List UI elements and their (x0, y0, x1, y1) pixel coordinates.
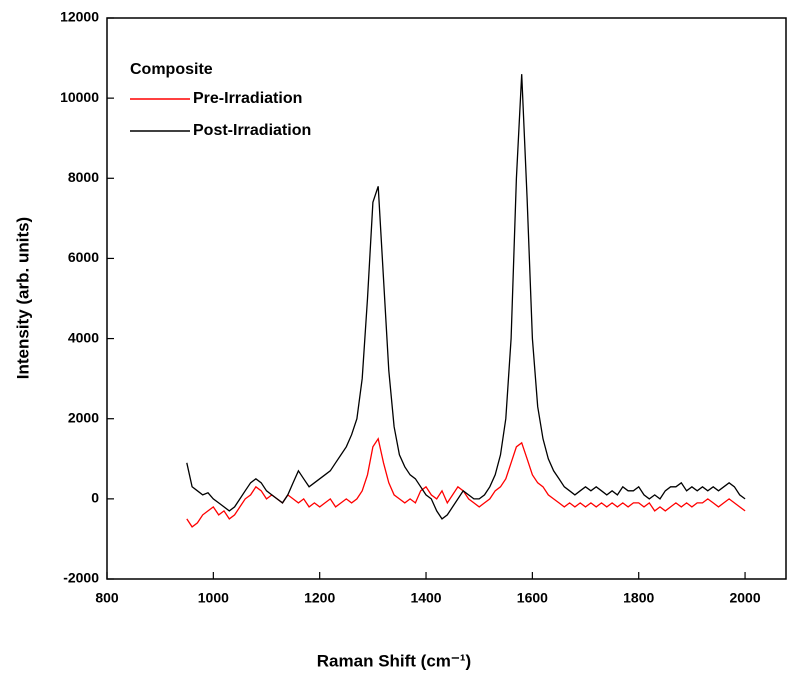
y-tick-label: 6000 (68, 249, 99, 265)
x-axis-label: Raman Shift (cm⁻¹) (317, 651, 471, 670)
x-tick-label: 1600 (517, 590, 548, 606)
plot-frame (106, 17, 787, 580)
series-line (186, 437, 746, 528)
x-tick-label: 2000 (729, 590, 760, 606)
y-tick-label: 12000 (60, 9, 99, 25)
x-tick-label: 800 (95, 590, 119, 606)
y-tick-label: 2000 (68, 409, 99, 425)
x-tick-label: 1200 (304, 590, 335, 606)
legend-title: Composite (130, 61, 213, 78)
y-axis-label: Intensity (arb. units) (13, 217, 32, 379)
legend-label: Pre-Irradiation (193, 90, 302, 107)
y-tick-label: 0 (91, 490, 99, 506)
legend-label: Post-Irradiation (193, 122, 311, 139)
x-tick-label: 1000 (198, 590, 229, 606)
y-tick-label: 4000 (68, 329, 99, 345)
y-tick-label: 10000 (60, 89, 99, 105)
y-tick-label: -2000 (63, 570, 99, 586)
x-tick-label: 1800 (623, 590, 654, 606)
y-tick-label: 8000 (68, 169, 99, 185)
series-line (186, 74, 746, 520)
x-tick-label: 1400 (410, 590, 441, 606)
